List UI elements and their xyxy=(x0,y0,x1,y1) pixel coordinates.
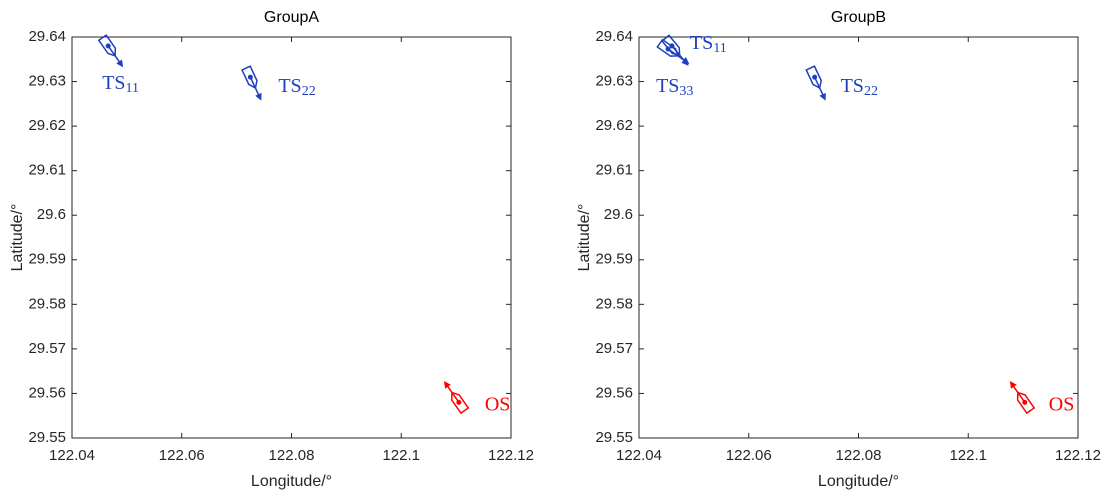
ship xyxy=(1009,381,1036,415)
arrow-head xyxy=(819,92,826,101)
y-tick-label: 29.62 xyxy=(28,117,66,134)
ship-name: OS xyxy=(1049,393,1075,415)
course-arrow xyxy=(107,45,122,65)
y-axis-label: Latitude/° xyxy=(9,204,26,272)
y-tick-label: 29.57 xyxy=(28,340,66,357)
x-tick-label: 122.08 xyxy=(269,447,315,464)
x-tick-label: 122.12 xyxy=(488,447,534,464)
axes-box xyxy=(638,36,1079,439)
ship-name: TS xyxy=(656,75,679,97)
arrow-head xyxy=(1009,381,1017,389)
y-tick-label: 29.56 xyxy=(28,384,66,401)
x-tick-label: 122.12 xyxy=(1055,447,1101,464)
y-tick-label: 29.61 xyxy=(595,162,633,179)
y-tick-label: 29.57 xyxy=(595,340,633,357)
ship-name: OS xyxy=(485,393,511,415)
y-tick-label: 29.58 xyxy=(595,295,633,312)
x-axis-label: Longitude/° xyxy=(251,473,332,490)
axes-box xyxy=(71,36,512,439)
course-arrow xyxy=(1011,383,1026,403)
ship-subscript: 22 xyxy=(864,84,878,99)
ship-hull xyxy=(241,65,258,90)
ship-label: TS11 xyxy=(690,32,727,57)
ship-hull xyxy=(805,65,822,90)
ship-label: TS22 xyxy=(278,75,315,100)
plot-title: GroupB xyxy=(831,9,886,26)
ship-hull xyxy=(450,391,470,415)
ship xyxy=(97,34,124,68)
y-tick-label: 29.55 xyxy=(595,429,633,446)
ship xyxy=(443,381,470,415)
ship-subscript: 33 xyxy=(679,84,693,99)
ship-name: TS xyxy=(841,75,864,97)
ship-hull xyxy=(656,38,679,57)
ship-name: TS xyxy=(690,32,713,54)
ship xyxy=(805,65,826,101)
y-tick-label: 29.6 xyxy=(604,206,633,223)
arrow-head xyxy=(116,59,124,68)
x-tick-label: 122.06 xyxy=(726,447,772,464)
ship-hull xyxy=(97,34,117,57)
ship-label: TS11 xyxy=(102,72,139,97)
ship-hull xyxy=(1016,391,1036,415)
plot: GroupA Longitude/° Latitude/° 122.04 122.06 1… xyxy=(9,9,534,490)
y-tick-label: 29.6 xyxy=(37,206,66,223)
y-tick-label: 29.59 xyxy=(595,251,633,268)
arrow-head xyxy=(255,92,262,101)
y-tick-label: 29.58 xyxy=(28,295,66,312)
ship-name: TS xyxy=(278,75,301,97)
y-tick-label: 29.55 xyxy=(28,429,66,446)
ship-label: TS22 xyxy=(841,75,878,100)
x-tick-label: 122.04 xyxy=(616,447,662,464)
x-tick-label: 122.04 xyxy=(49,447,95,464)
arrow-head xyxy=(443,381,451,389)
y-tick-label: 29.59 xyxy=(28,251,66,268)
y-tick-label: 29.63 xyxy=(595,73,633,90)
ship xyxy=(241,65,262,101)
course-arrow xyxy=(667,48,687,63)
y-tick-label: 29.64 xyxy=(28,28,66,45)
y-tick-label: 29.62 xyxy=(595,117,633,134)
y-tick-label: 29.61 xyxy=(28,162,66,179)
ship-subscript: 11 xyxy=(126,81,139,96)
y-axis-label: Latitude/° xyxy=(576,204,593,272)
ship-subscript: 11 xyxy=(713,41,726,56)
ship-subscript: 22 xyxy=(302,84,316,99)
x-tick-label: 122.1 xyxy=(949,447,987,464)
x-tick-label: 122.08 xyxy=(836,447,882,464)
x-tick-label: 122.1 xyxy=(382,447,420,464)
plot: GroupB Longitude/° Latitude/° 122.04 122.06 1… xyxy=(576,9,1101,490)
ship-label: OS xyxy=(1049,393,1075,415)
y-tick-label: 29.56 xyxy=(595,384,633,401)
course-arrow xyxy=(813,76,825,98)
y-tick-label: 29.63 xyxy=(28,73,66,90)
course-arrow xyxy=(249,76,261,98)
ship xyxy=(656,38,690,64)
ship-label: TS33 xyxy=(656,75,693,100)
x-axis-label: Longitude/° xyxy=(818,473,899,490)
ship-name: TS xyxy=(102,72,125,94)
y-tick-label: 29.64 xyxy=(595,28,633,45)
course-arrow xyxy=(445,383,460,403)
plot-title: GroupA xyxy=(264,9,319,26)
x-tick-label: 122.06 xyxy=(159,447,205,464)
ship-label: OS xyxy=(485,393,511,415)
arrow-head xyxy=(681,57,690,64)
